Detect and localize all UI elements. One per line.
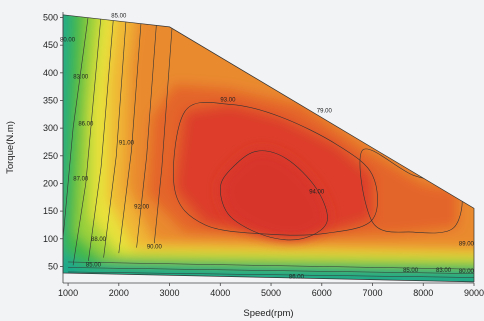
efficiency-contour-fill	[63, 14, 474, 282]
contour-value-label: 89.00	[459, 241, 475, 247]
contour-value-label: 85.00	[111, 14, 127, 20]
contour-value-label: 85.00	[403, 268, 419, 274]
y-tick-label: 200	[43, 178, 58, 188]
contour-value-label: 94.00	[309, 189, 325, 195]
x-tick-label: 2000	[109, 288, 129, 298]
contour-value-label: 86.00	[78, 121, 94, 127]
y-axis-label: Torque(N.m)	[5, 121, 16, 174]
contour-value-label: 88.00	[91, 237, 107, 243]
x-tick-label: 6000	[312, 288, 332, 298]
y-axis-ticks: 50 100 150 200 250 300 350 400 450 500	[43, 13, 63, 271]
x-tick-label: 9000	[464, 288, 484, 298]
contour-value-label: 92.00	[134, 204, 150, 210]
y-tick-label: 350	[43, 95, 58, 105]
contour-line	[359, 148, 463, 234]
contour-value-label: 90.00	[147, 245, 163, 251]
y-tick-label: 400	[43, 68, 58, 78]
contour-line	[72, 14, 102, 266]
contour-value-label: 86.00	[289, 275, 305, 281]
contour-line	[68, 271, 474, 278]
x-tick-label: 8000	[413, 288, 433, 298]
x-tick-label: 1000	[58, 288, 78, 298]
contour-value-label: 80.00	[60, 37, 76, 43]
contour-value-label: 91.00	[119, 141, 135, 147]
contour-line	[88, 14, 114, 261]
contour-line	[103, 14, 127, 258]
contour-lines	[63, 14, 474, 278]
y-tick-label: 450	[43, 40, 58, 50]
contour-value-label: 83.00	[73, 74, 89, 80]
contour-line	[118, 14, 142, 254]
contour-value-label: 83.00	[436, 268, 452, 274]
contour-value-label: 93.00	[220, 98, 236, 104]
contour-line	[136, 17, 158, 248]
contour-labels: 85.00 80.00 83.00 86.00 91.00 87.00 92.00 88.00…	[60, 14, 475, 281]
contour-value-label: 79.00	[317, 109, 333, 115]
x-tick-label: 7000	[363, 288, 383, 298]
contour-value-label: 80.00	[459, 269, 475, 275]
x-tick-label: 3000	[160, 288, 180, 298]
y-tick-label: 50	[48, 261, 58, 271]
contour-line	[173, 102, 378, 236]
y-tick-label: 250	[43, 151, 58, 161]
y-tick-label: 300	[43, 123, 58, 133]
x-tick-label: 4000	[210, 288, 230, 298]
peak-contour-line	[219, 150, 328, 241]
contour-line	[68, 261, 474, 270]
contour-value-label: 87.00	[73, 177, 89, 183]
x-axis-ticks: 1000 2000 3000 4000 5000 6000 7000 8000 9000	[58, 283, 484, 298]
contour-line	[63, 14, 89, 239]
contour-value-label: 85.00	[86, 262, 102, 268]
y-tick-label: 100	[43, 234, 58, 244]
y-tick-label: 500	[43, 13, 58, 23]
contour-line	[68, 267, 474, 274]
x-tick-label: 5000	[261, 288, 281, 298]
x-axis-label: Speed(rpm)	[243, 308, 293, 319]
contour-line	[154, 26, 173, 244]
y-tick-label: 150	[43, 206, 58, 216]
